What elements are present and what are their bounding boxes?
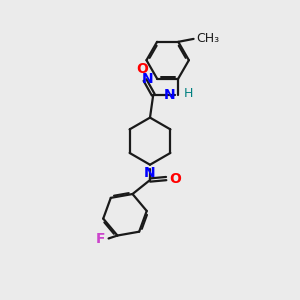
- Text: N: N: [142, 72, 154, 86]
- Text: CH₃: CH₃: [196, 32, 220, 45]
- Text: N: N: [144, 166, 156, 180]
- Text: O: O: [169, 172, 181, 186]
- Text: F: F: [96, 232, 106, 246]
- Text: N: N: [164, 88, 175, 102]
- Text: H: H: [184, 87, 193, 100]
- Text: O: O: [137, 62, 148, 76]
